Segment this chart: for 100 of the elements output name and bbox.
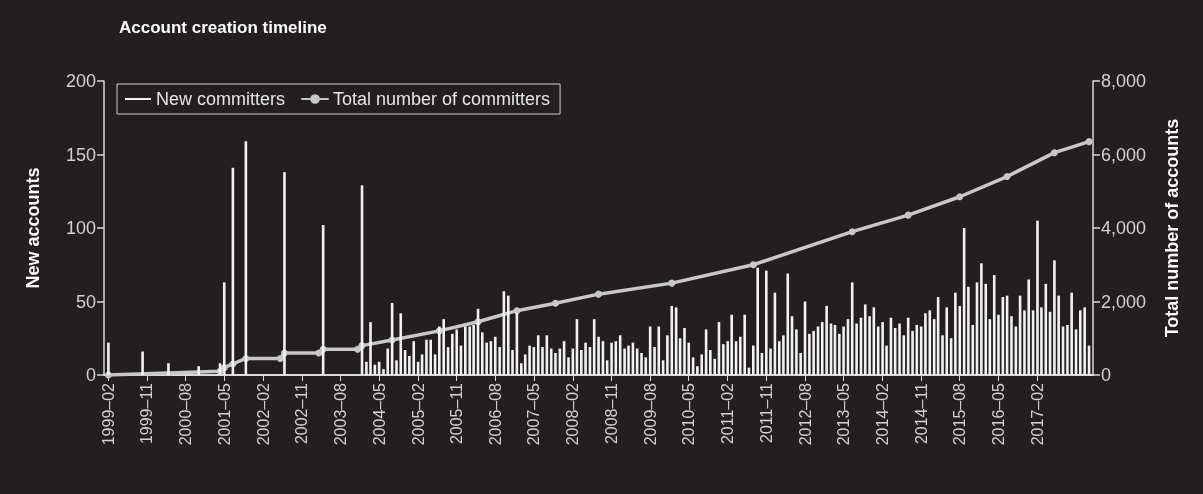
bar [670, 305, 674, 375]
point [848, 228, 856, 236]
bar [536, 335, 540, 375]
bar [786, 273, 790, 375]
point [956, 193, 964, 201]
x-tick-label: 2017–02 [1028, 382, 1046, 446]
bar [700, 354, 704, 375]
x-tick-label: 2009–08 [641, 382, 659, 446]
x-tick-label: 2015–08 [951, 382, 969, 446]
bar [610, 342, 613, 375]
point [551, 299, 559, 307]
bar [795, 329, 798, 375]
bar [1053, 260, 1056, 375]
x-tick-label: 2010–05 [680, 382, 698, 446]
bar [506, 295, 510, 375]
x-tick-label: 2011–11 [757, 382, 775, 443]
bar [1027, 279, 1031, 375]
bar [167, 363, 170, 375]
y2-tick-label: 4,000 [1101, 218, 1147, 238]
bar [222, 282, 226, 375]
bar [442, 319, 445, 375]
bar [1036, 220, 1039, 375]
bar [657, 326, 661, 375]
bar [898, 323, 901, 375]
x-tick-label: 2005–11 [448, 382, 466, 445]
bar [640, 352, 643, 375]
bar [493, 336, 497, 375]
bar [812, 330, 815, 375]
bar [464, 326, 467, 375]
bar [567, 357, 570, 375]
legend-label: Total number of committers [333, 89, 551, 109]
bar [597, 336, 600, 375]
x-tick-label: 1999–02 [99, 382, 117, 446]
bar [765, 270, 768, 375]
x-tick-label: 2001–05 [215, 382, 233, 446]
point [1050, 149, 1058, 157]
y2-tick-label: 6,000 [1101, 144, 1147, 165]
point [1003, 173, 1011, 181]
bar [283, 172, 286, 375]
bar [915, 325, 919, 375]
bar [107, 342, 110, 375]
bar [1078, 310, 1082, 375]
bar [924, 313, 927, 375]
bar [141, 351, 144, 375]
y2-axis-title: Total number of accounts [1162, 118, 1182, 338]
x-tick-label: 1999–11 [138, 382, 156, 445]
bar [954, 292, 957, 375]
x-tick-label: 2002–11 [293, 382, 311, 445]
bar [709, 350, 712, 375]
bar [850, 282, 854, 375]
bar [412, 341, 416, 375]
bar [429, 339, 432, 375]
bar [627, 345, 630, 375]
y2-tick-label: 0 [1101, 365, 1112, 385]
x-tick-label: 2014–02 [874, 382, 892, 446]
bar [1010, 316, 1013, 375]
bar [722, 344, 725, 375]
legend-label: New committers [156, 89, 286, 109]
y-tick-label: 0 [85, 365, 96, 385]
bar [549, 348, 553, 375]
bar [945, 307, 949, 375]
bar [683, 327, 686, 375]
x-tick-label: 2008–02 [564, 382, 582, 446]
x-tick-label: 2014–11 [912, 382, 930, 445]
bar [528, 345, 531, 375]
x-tick-label: 2000–08 [177, 382, 195, 446]
point [904, 211, 912, 219]
x-tick-label: 2005–02 [409, 382, 427, 446]
bar [863, 304, 867, 375]
x-tick-label: 2008–11 [603, 382, 621, 445]
bar [967, 286, 970, 375]
x-tick-label: 2004–05 [370, 382, 388, 446]
bar [928, 310, 932, 375]
bar [425, 339, 428, 375]
bar [554, 352, 557, 375]
bar [1070, 292, 1073, 375]
y-tick-label: 200 [65, 71, 96, 91]
y-tick-label: 100 [65, 218, 96, 238]
bar [399, 313, 403, 375]
bar [623, 348, 626, 375]
x-tick-label: 2007–05 [525, 382, 543, 446]
x-tick-label: 2006–08 [486, 382, 504, 446]
bar [386, 348, 390, 375]
bar [480, 332, 484, 375]
bar [197, 366, 200, 375]
point [513, 307, 521, 315]
point [1085, 138, 1093, 146]
x-tick-label: 2003–08 [331, 382, 349, 446]
x-tick-label: 2011–02 [719, 382, 737, 445]
point [354, 345, 362, 353]
x-tick-label: 2016–05 [989, 382, 1007, 446]
chart-title: Account creation timeline [119, 18, 327, 37]
x-tick-label: 2013–05 [835, 382, 853, 446]
bar [980, 263, 983, 375]
bar [825, 305, 828, 375]
y2-tick-label: 8,000 [1101, 71, 1147, 91]
y-tick-label: 150 [65, 144, 96, 165]
bar [808, 333, 811, 375]
bar [468, 326, 471, 375]
x-tick-label: 2002–02 [254, 382, 272, 446]
